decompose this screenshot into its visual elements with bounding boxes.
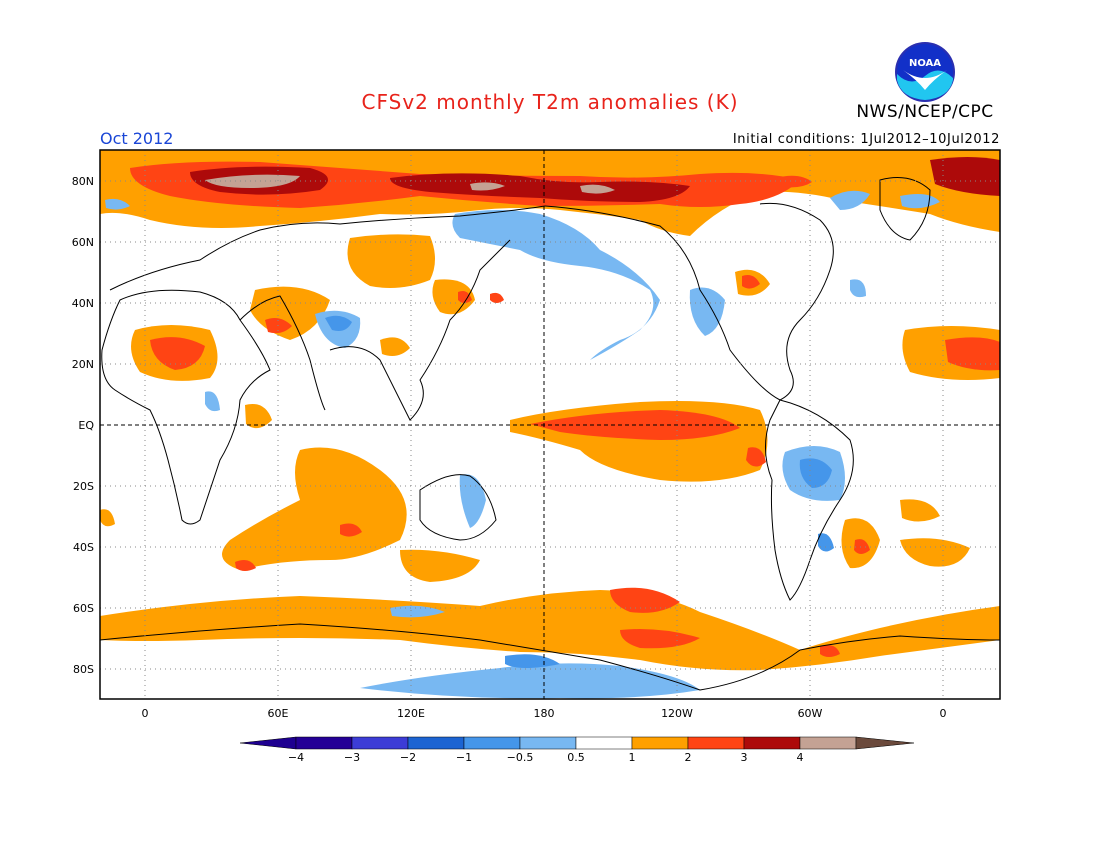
australia-coastline — [419, 474, 497, 541]
africa-coastline — [101, 289, 271, 525]
lon-label: 0 — [940, 707, 947, 720]
map-title: CFSv2 monthly T2m anomalies (K) — [361, 90, 739, 114]
colorbar-swatch — [463, 736, 521, 750]
colorbar-swatch — [295, 736, 353, 750]
coastlines — [100, 177, 1000, 691]
colorbar-swatch — [799, 736, 857, 750]
arctic-very-strong-warm-region — [190, 166, 690, 202]
greenland-coastline — [879, 177, 931, 241]
colorbar-swatch — [351, 736, 409, 750]
lat-label: 80S — [73, 663, 94, 676]
graticule — [100, 150, 1000, 699]
anomaly-fields — [100, 150, 1000, 699]
lat-label: 40N — [72, 297, 94, 310]
colorbar-end-left — [239, 736, 297, 750]
south-america-coastline — [765, 399, 854, 601]
central-asia-warm-region — [347, 234, 435, 288]
colorbar-tick-label: −2 — [400, 751, 416, 764]
north-pacific-cool-region — [452, 210, 660, 360]
lon-label: 120W — [661, 707, 693, 720]
colorbar-tick-label: 3 — [741, 751, 748, 764]
colorbar-swatch — [407, 736, 465, 750]
eurasia-coastline — [109, 205, 546, 421]
colorbar-tick-label: 0.5 — [567, 751, 585, 764]
initial-conditions-label: Initial conditions: 1Jul2012–10Jul2012 — [732, 132, 1000, 147]
lon-label: 120E — [397, 707, 425, 720]
agency-label: NWS/NCEP/CPC — [856, 102, 994, 122]
colorbar-tick-label: −0.5 — [507, 751, 534, 764]
lon-label: 0 — [142, 707, 149, 720]
colorbar-tick-label: 4 — [797, 751, 804, 764]
lat-label: EQ — [78, 419, 94, 432]
forecast-month: Oct 2012 — [100, 129, 174, 148]
lat-label: 80N — [72, 175, 94, 188]
colorbar-swatch — [743, 736, 801, 750]
latitude-labels: 80N 60N 40N 20N EQ 20S 40S 60S 80S — [72, 175, 95, 676]
colorbar-tick-label: −4 — [288, 751, 304, 764]
southern-ocean-strong-warm-region — [610, 587, 700, 649]
lat-label: 20S — [73, 480, 94, 493]
colorbar: −4 −3 −2 −1 −0.5 0.5 1 2 3 4 — [239, 736, 915, 764]
lat-label: 40S — [73, 541, 94, 554]
colorbar-swatch — [631, 736, 689, 750]
antarctica-coastline — [100, 623, 1000, 691]
colorbar-end-right — [855, 736, 915, 750]
lon-label: 60W — [798, 707, 823, 720]
colorbar-tick-label: 1 — [629, 751, 636, 764]
colorbar-swatch — [687, 736, 745, 750]
noaa-logo: NOAA — [895, 42, 955, 102]
longitude-labels: 0 60E 120E 180 120W 60W 0 — [142, 707, 947, 720]
colorbar-tick-label: −1 — [456, 751, 472, 764]
svg-text:NOAA: NOAA — [909, 58, 941, 69]
colorbar-tick-label: 2 — [685, 751, 692, 764]
lat-label: 60S — [73, 602, 94, 615]
map-frame — [99, 149, 1001, 700]
lat-label: 20N — [72, 358, 94, 371]
lon-label: 60E — [268, 707, 289, 720]
colorbar-swatch — [575, 736, 633, 750]
colorbar-tick-label: −3 — [344, 751, 360, 764]
arctic-east-warm-region — [930, 157, 1000, 196]
antarctic-cool-region — [360, 663, 700, 699]
colorbar-swatch — [519, 736, 577, 750]
north-america-coastline — [544, 202, 834, 401]
lon-label: 180 — [534, 707, 555, 720]
southern-ocean-warm-region — [100, 590, 1000, 671]
lat-label: 60N — [72, 236, 94, 249]
arctic-extreme-warm-region — [205, 174, 615, 194]
southern-indian-warm-region — [222, 447, 407, 570]
